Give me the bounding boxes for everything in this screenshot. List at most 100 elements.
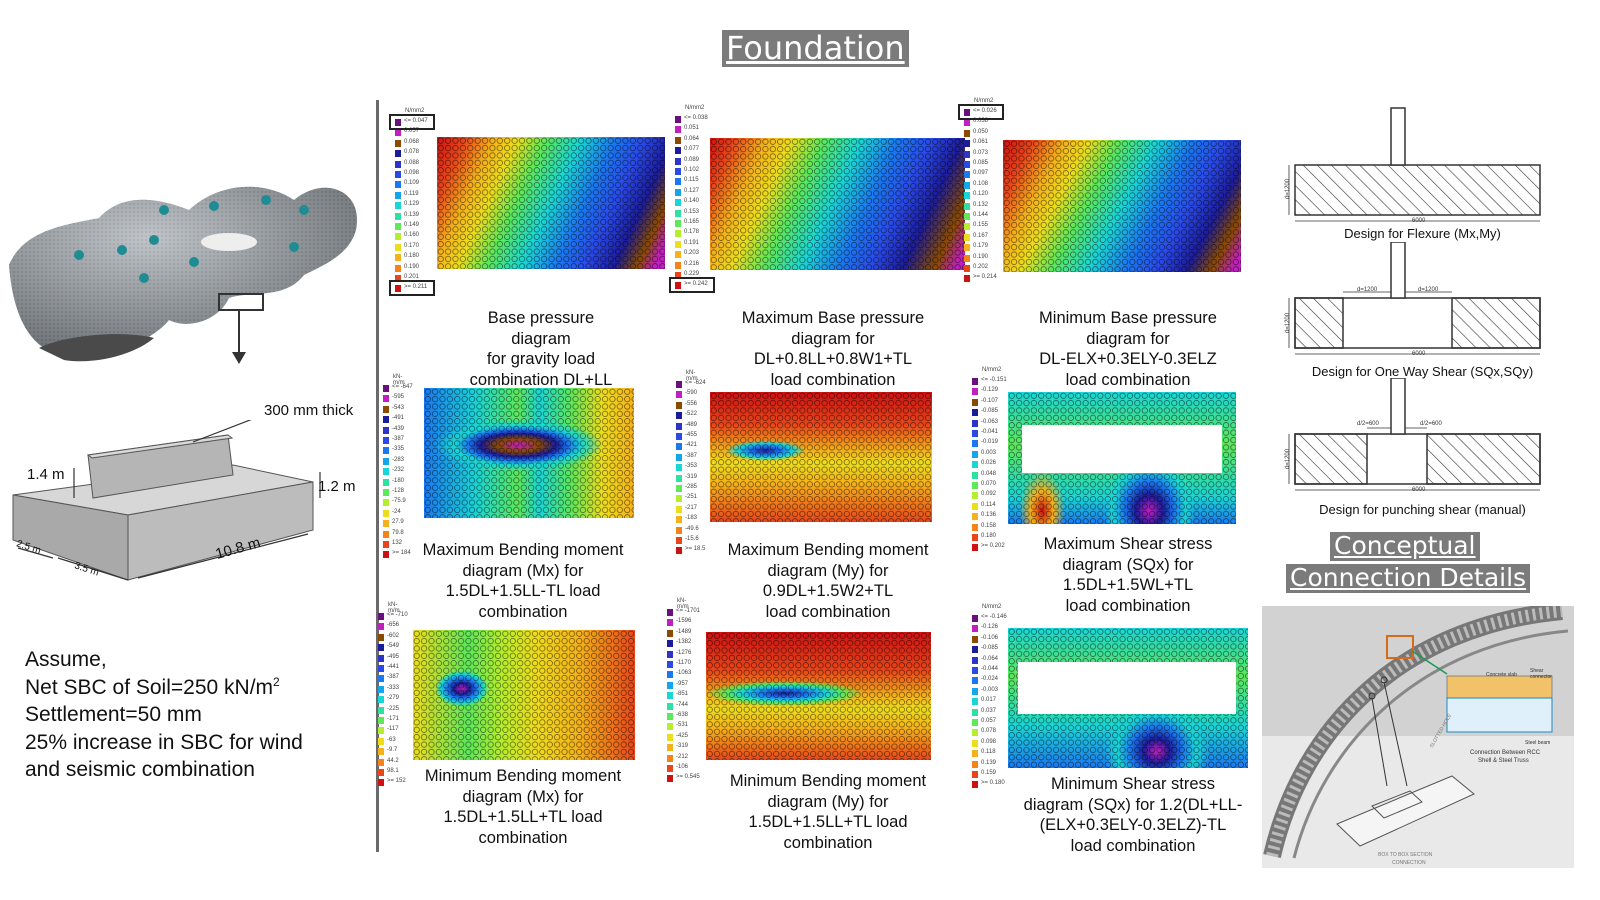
legend-value: -543: [392, 404, 405, 411]
legend-value: -495: [387, 653, 400, 660]
legend-value: -0.126: [981, 624, 999, 631]
legend-entry: 0.089: [675, 157, 735, 166]
legend-value: -0.044: [981, 666, 999, 672]
legend-value: -1382: [676, 639, 692, 646]
legend-entry: 0.109: [395, 180, 455, 189]
legend-value: 0.085: [973, 160, 989, 166]
legend-entry: 0.057: [972, 718, 1032, 727]
legend-value: -489: [685, 421, 698, 428]
legend-swatch: [383, 395, 389, 403]
legend-entry: 0.153: [675, 209, 735, 218]
legend-value: -75.9: [392, 498, 406, 505]
legend-entry: 0.140: [675, 198, 735, 207]
legend-entry: -49.6: [676, 526, 736, 535]
legend-value: 0.077: [684, 146, 700, 153]
connection-caption-1: Connection Between RCC: [1470, 750, 1541, 756]
legend-swatch: [395, 243, 401, 251]
legend-swatch: [676, 391, 682, 399]
legend-value: 0.089: [684, 156, 700, 163]
legend-entry: 0.017: [972, 697, 1032, 706]
legend-value: 0.180: [981, 533, 997, 539]
legend-value: 0.048: [981, 470, 997, 477]
legend-swatch: [972, 409, 978, 417]
legend-entry: -0.041: [972, 429, 1032, 438]
legend-entry: 0.098: [395, 170, 455, 179]
legend-swatch: [667, 609, 673, 616]
legend-entry: 0.170: [395, 243, 455, 252]
legend-value: 0.088: [404, 159, 420, 166]
legend-value: -0.085: [981, 408, 999, 415]
legend-entry: -957: [667, 681, 727, 690]
legend-entry: -387: [383, 436, 443, 445]
legend-value: -333: [387, 684, 400, 691]
legend-entry: -0.019: [972, 439, 1032, 448]
legend-value: -0.063: [981, 418, 999, 425]
legend-value: 0.092: [981, 491, 997, 498]
sbc-line: Net SBC of Soil=250 kN/m2: [25, 674, 280, 699]
legend-swatch: [675, 199, 681, 207]
legend-value: 0.108: [973, 180, 989, 187]
legend-entry: 0.038: [964, 118, 1024, 127]
legend-value: >= 0.545: [676, 774, 700, 781]
legend-value: -0.024: [981, 676, 999, 683]
legend-value: -602: [387, 632, 400, 639]
flexure-dim-side: d=1200: [1285, 178, 1292, 200]
legend-value: 98.1: [387, 768, 399, 774]
legend-entry: -0.003: [972, 687, 1032, 696]
legend-swatch: [964, 254, 970, 262]
legend-swatch: [972, 378, 978, 385]
legend-entry: -0.085: [972, 408, 1032, 417]
legend-entry: -744: [667, 702, 727, 711]
legend-entry: -212: [667, 754, 727, 763]
legend-value: 0.003: [981, 449, 997, 456]
diagram-caption-6: Maximum Shear stress diagram (SQx) for 1…: [1043, 535, 1213, 615]
legend-value: 0.158: [981, 522, 997, 529]
legend-swatch: [972, 719, 978, 726]
legend-value: -0.003: [981, 686, 999, 693]
legend-value: -656: [387, 622, 400, 629]
legend-entry: >= 0.211: [395, 284, 455, 293]
mesh-overlay: [413, 630, 635, 760]
legend-entry: 0.108: [964, 181, 1024, 190]
legend-swatch: [675, 136, 681, 144]
legend-entry: 0.180: [395, 253, 455, 262]
legend-swatch: [395, 285, 401, 293]
legend-value: -251: [685, 494, 698, 501]
legend-entry: 0.057: [395, 128, 455, 137]
legend-swatch: [667, 671, 673, 679]
legend-swatch: [395, 202, 401, 210]
legend-swatch: [395, 160, 401, 168]
legend-swatch: [378, 727, 384, 735]
legend-entry: 0.070: [972, 481, 1032, 490]
legend-entry: -283: [383, 457, 443, 466]
legend-entry: -0.024: [972, 676, 1032, 685]
legend-value: 0.127: [684, 187, 700, 194]
legend-entry: -543: [383, 405, 443, 414]
dimension-1-2m: 1.2 m: [318, 478, 356, 495]
legend-entry: -335: [383, 446, 443, 455]
legend-swatch: [964, 244, 970, 252]
legend-value: <= -1701: [676, 608, 701, 614]
legend-swatch: [972, 781, 978, 789]
contour-plot-4: [424, 388, 634, 518]
mesh-overlay: [424, 388, 634, 518]
legend-swatch: [964, 223, 970, 231]
legend-value: -15.6: [685, 536, 699, 542]
legend-entry: -63: [378, 737, 438, 746]
legend-value: 0.191: [684, 239, 700, 246]
legend-value: <= 0.038: [684, 115, 708, 121]
legend-entry: -531: [667, 722, 727, 731]
legend-value: 0.068: [404, 138, 420, 145]
legend-entry: 0.132: [964, 202, 1024, 211]
legend-value: 0.159: [981, 770, 997, 776]
punching-dim-bottom: 6000: [1412, 487, 1426, 493]
legend-entry: 0.190: [964, 254, 1024, 263]
legend-swatch: [972, 771, 978, 778]
wall-opening: [1018, 662, 1236, 714]
legend-swatch: [972, 625, 978, 633]
legend-entry: 0.118: [972, 749, 1032, 758]
legend-entry: -9.7: [378, 747, 438, 756]
legend-entry: -333: [378, 685, 438, 694]
legend-entry: <= -624: [676, 380, 736, 389]
legend-unit: kN-m/m: [393, 374, 405, 386]
